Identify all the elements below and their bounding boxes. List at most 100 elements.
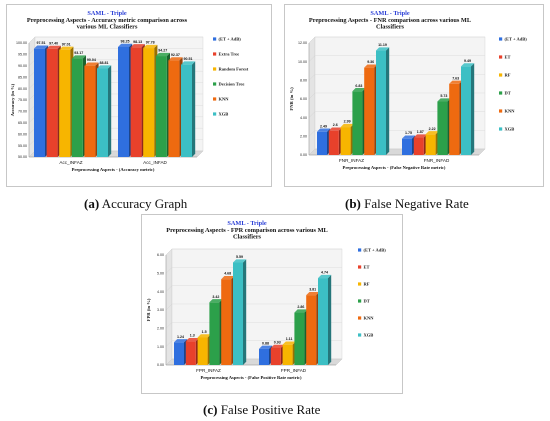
caption-text: False Positive Rate [220,402,321,417]
legend-swatch [213,67,217,71]
legend-label: ET [364,265,370,270]
y-tick-label: 80.00 [18,87,27,91]
bar-front [437,101,448,155]
bar-top [282,341,296,345]
bar-value-label: 97.01 [62,42,71,46]
bar [34,45,49,157]
caption-text: Accuracy Graph [101,196,188,211]
chart-title: SAML - Triple [227,220,267,227]
bar [294,309,308,365]
bar [402,135,416,155]
bar-front [118,46,129,157]
bar-value-label: 4.68 [224,272,231,276]
y-tick-label: 65.00 [18,121,27,125]
bar-top [364,64,378,68]
bar-front [294,312,305,365]
bar-value-label: 0.93 [274,340,281,344]
gridline-side [165,322,173,329]
bar-side [192,61,196,158]
bar-value-label: 5.73 [440,94,447,98]
bar-side [328,274,332,365]
bar [97,65,112,157]
chart-title: SAML - Triple [87,10,127,17]
bar-front [97,68,108,157]
bar-front [282,344,293,365]
bar-top [306,291,320,296]
y-tick-label: 8.00 [300,79,307,83]
bar-front [46,48,58,157]
legend-label: RF [505,73,511,78]
bar [181,61,196,158]
bar [59,46,74,157]
bar-value-label: 7.63 [452,76,459,80]
chart-subtitle-line: Preprocessing Aspects - FPR comparison a… [166,227,327,234]
bar [168,57,183,158]
bar-front [364,67,375,155]
bar-top [352,88,366,92]
bar [221,276,235,365]
gridline-side [308,92,316,100]
bar-front [174,342,184,365]
bar [130,44,145,158]
bar [340,123,354,155]
bar-front [130,47,142,158]
bar-value-label: 90.04 [87,58,96,62]
bar-value-label: 4.74 [321,271,328,275]
bar [185,337,199,365]
bar [449,80,463,155]
y-tick-label: 10.00 [298,60,307,64]
legend-label: RF [364,282,370,287]
legend-swatch [213,37,217,41]
bar-front [221,279,232,365]
bar [209,299,223,365]
bar-top [328,127,342,131]
bar-top [130,44,145,48]
bar-top [59,46,74,50]
bar-top [461,63,475,67]
chart-panel-fpr: SAML - Triple Preprocessing Aspects - FPR… [141,214,403,394]
chart-panel-fnr: SAML - Triple Preprocessing Aspects - FNR… [284,4,544,187]
bar-front [270,347,281,365]
y-tick-label: 60.00 [18,132,27,136]
bar-value-label: 94.27 [158,49,167,53]
bar [425,131,439,155]
bar-front [59,49,71,157]
bar-front [168,60,180,157]
bar [174,339,188,365]
legend-swatch [358,248,362,252]
bar-front [425,134,436,155]
x-category-label: Acc_INFAD [143,160,167,165]
bar-top [270,344,284,348]
bar [71,55,86,157]
bar [413,134,427,155]
legend-swatch [358,265,362,269]
y-tick-label: 2.00 [300,135,307,139]
bar-side [386,47,390,155]
chart-subtitle-line: Classifiers [233,233,262,240]
y-tick-label: 6.00 [157,253,164,257]
legend-label: XGB [364,333,374,338]
y-tick-label: 2.00 [157,327,164,331]
bar-top [340,123,354,128]
bar [461,63,475,155]
bar-front [34,48,45,157]
gridline-side [165,340,173,347]
legend-swatch [358,333,362,337]
legend-label: Random Forest [219,67,249,72]
bar-side [471,63,475,155]
bar-value-label: 3.42 [212,295,219,299]
y-tick-label: 70.00 [18,110,27,114]
bar-front [209,302,220,365]
gridline-side [308,36,316,44]
x-category-label: FPR_INFAD [281,368,307,373]
legend-label: XGB [219,112,229,117]
bar-top [155,52,170,57]
y-tick-label: 4.00 [157,290,164,294]
caption-fnr: (b) False Negative Rate [345,196,469,212]
bar [376,47,390,156]
bar-top [97,65,112,69]
bar [282,341,296,365]
bar-front [317,131,327,155]
legend-swatch [213,112,217,116]
legend-label: (ET + AdB) [219,37,242,42]
